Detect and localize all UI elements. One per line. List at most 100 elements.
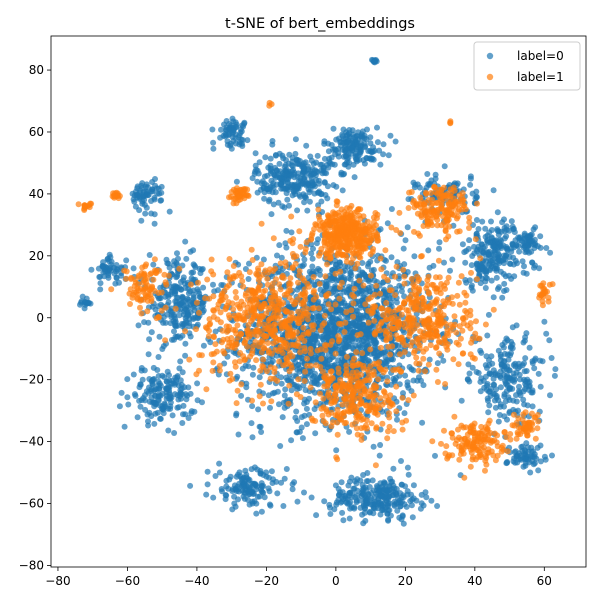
data-point: [353, 236, 360, 243]
data-point: [371, 344, 378, 351]
data-point: [216, 460, 223, 467]
data-point: [293, 408, 300, 415]
data-point: [157, 197, 164, 204]
data-point: [252, 150, 259, 157]
data-point: [284, 196, 291, 203]
data-point: [227, 274, 233, 281]
data-point: [296, 192, 303, 198]
data-point: [438, 186, 445, 193]
data-point: [165, 427, 172, 434]
data-point: [200, 284, 207, 291]
data-point: [382, 247, 389, 254]
data-point: [268, 398, 275, 405]
data-point: [251, 480, 258, 487]
data-point: [308, 235, 315, 242]
data-point: [256, 318, 263, 325]
data-point: [343, 153, 350, 160]
data-point: [288, 213, 295, 220]
data-point: [196, 309, 202, 316]
data-point: [182, 238, 189, 245]
data-point: [447, 193, 454, 200]
data-point: [155, 373, 162, 379]
data-point: [244, 137, 251, 144]
data-point: [190, 314, 197, 321]
data-point: [348, 150, 355, 157]
data-point: [362, 301, 369, 308]
data-point: [461, 249, 468, 256]
data-point: [308, 171, 315, 177]
data-point: [370, 266, 377, 273]
data-point: [383, 328, 390, 335]
data-point: [249, 315, 256, 322]
data-point: [326, 501, 333, 508]
data-point: [146, 384, 152, 391]
data-point: [124, 394, 131, 401]
data-point: [318, 346, 324, 353]
data-point: [360, 321, 367, 328]
data-point: [331, 506, 338, 513]
data-point: [413, 201, 420, 208]
data-point: [260, 472, 267, 478]
data-point: [365, 148, 372, 154]
data-point: [238, 381, 245, 388]
data-point: [292, 299, 299, 306]
data-point: [513, 398, 520, 405]
data-point: [505, 356, 512, 363]
data-point: [504, 459, 511, 465]
data-point: [279, 175, 285, 182]
data-point: [483, 365, 490, 371]
data-point: [258, 294, 264, 300]
data-point: [194, 321, 201, 328]
data-point: [79, 293, 86, 300]
data-point: [301, 199, 308, 206]
data-point: [339, 187, 346, 194]
data-point: [278, 380, 285, 387]
data-point: [246, 269, 253, 276]
points-layer: [75, 56, 559, 527]
data-point: [491, 241, 497, 248]
data-point: [377, 442, 384, 448]
data-point: [301, 400, 308, 407]
data-point: [175, 404, 182, 411]
data-point: [268, 211, 275, 218]
data-point: [360, 520, 367, 527]
series-label-1: [75, 99, 556, 481]
data-point: [210, 494, 217, 501]
data-point: [311, 389, 318, 396]
data-point: [163, 256, 170, 263]
data-point: [233, 400, 240, 407]
data-point: [444, 346, 451, 353]
data-point: [243, 384, 250, 391]
data-point: [340, 171, 347, 178]
data-point: [381, 479, 388, 486]
data-point: [535, 467, 542, 474]
data-point: [254, 272, 261, 278]
data-point: [477, 280, 484, 287]
data-point: [462, 277, 469, 283]
data-point: [241, 489, 248, 496]
data-point: [258, 429, 265, 435]
data-point: [151, 196, 158, 203]
data-point: [480, 244, 487, 251]
data-point: [289, 264, 296, 271]
data-point: [354, 139, 361, 146]
data-point: [322, 192, 329, 198]
data-point: [388, 224, 395, 231]
data-point: [217, 319, 224, 326]
data-point: [543, 245, 550, 251]
data-point: [490, 252, 497, 259]
data-point: [268, 359, 274, 366]
data-point: [258, 220, 265, 227]
data-point: [356, 149, 363, 156]
data-point: [248, 466, 255, 473]
data-point: [327, 255, 334, 262]
data-point: [304, 316, 311, 323]
data-point: [296, 365, 303, 372]
data-point: [522, 380, 529, 387]
data-point: [287, 332, 294, 339]
data-point: [262, 154, 269, 161]
data-point: [355, 226, 362, 233]
data-point: [410, 349, 417, 356]
data-point: [551, 372, 558, 379]
data-point: [183, 396, 190, 403]
